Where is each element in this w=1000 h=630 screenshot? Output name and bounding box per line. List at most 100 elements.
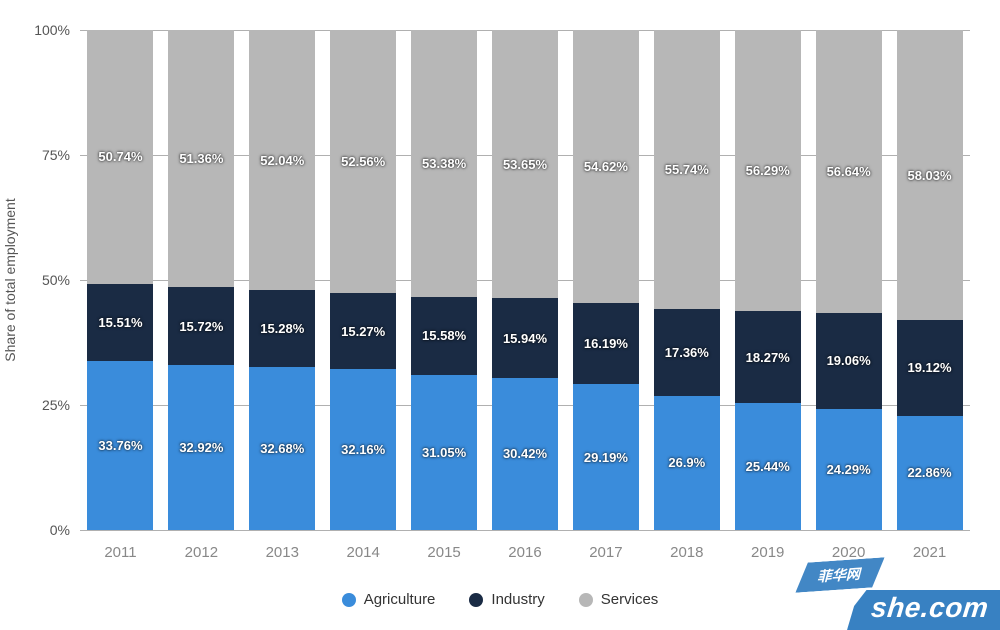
- bar-segment-agriculture[interactable]: 33.76%: [87, 361, 153, 530]
- bar-segment-label: 30.42%: [503, 446, 547, 461]
- bar-segment-industry[interactable]: 15.27%: [330, 293, 396, 369]
- bar-segment-label: 54.62%: [584, 159, 628, 174]
- x-tick-label: 2011: [104, 544, 136, 561]
- legend-label: Agriculture: [364, 591, 436, 608]
- legend: Agriculture Industry Services: [0, 591, 1000, 608]
- legend-label: Services: [601, 591, 659, 608]
- bar-column: 25.44%18.27%56.29%2019: [735, 30, 801, 530]
- x-tick-label: 2020: [832, 544, 865, 561]
- bar-segment-label: 15.94%: [503, 331, 547, 346]
- bar-segment-label: 50.74%: [98, 149, 142, 164]
- bar-segment-agriculture[interactable]: 32.16%: [330, 369, 396, 530]
- x-tick-label: 2012: [185, 544, 218, 561]
- bar-segment-agriculture[interactable]: 30.42%: [492, 378, 558, 530]
- bar-segment-services[interactable]: 52.56%: [330, 30, 396, 293]
- bar-segment-agriculture[interactable]: 24.29%: [816, 409, 882, 530]
- bar-segment-services[interactable]: 51.36%: [168, 30, 234, 287]
- bar-column: 22.86%19.12%58.03%2021: [897, 30, 963, 530]
- x-tick-label: 2014: [346, 544, 379, 561]
- bar-segment-industry[interactable]: 15.72%: [168, 287, 234, 366]
- bar-segment-industry[interactable]: 18.27%: [735, 311, 801, 402]
- bar-segment-label: 24.29%: [827, 462, 871, 477]
- bar-segment-label: 53.65%: [503, 157, 547, 172]
- bar-segment-label: 32.68%: [260, 441, 304, 456]
- bar-segment-industry[interactable]: 15.28%: [249, 290, 315, 366]
- bar-segment-services[interactable]: 55.74%: [654, 30, 720, 309]
- bar-segment-label: 18.27%: [746, 350, 790, 365]
- x-tick-label: 2015: [427, 544, 460, 561]
- bar-segment-label: 58.03%: [907, 168, 951, 183]
- bar-segment-label: 26.9%: [668, 455, 705, 470]
- bar-segment-label: 31.05%: [422, 445, 466, 460]
- y-tick-label: 0%: [0, 522, 70, 538]
- bar-segment-label: 17.36%: [665, 345, 709, 360]
- bars-row: 33.76%15.51%50.74%201132.92%15.72%51.36%…: [80, 30, 970, 530]
- legend-item[interactable]: Services: [579, 591, 659, 608]
- bar-segment-label: 19.12%: [907, 360, 951, 375]
- bar-segment-agriculture[interactable]: 22.86%: [897, 416, 963, 530]
- bar-segment-label: 56.29%: [746, 163, 790, 178]
- bar-segment-industry[interactable]: 17.36%: [654, 309, 720, 396]
- bar-segment-label: 51.36%: [179, 151, 223, 166]
- bar-segment-label: 52.56%: [341, 154, 385, 169]
- y-tick-label: 50%: [0, 272, 70, 288]
- bar-segment-services[interactable]: 53.38%: [411, 30, 477, 297]
- bar-segment-label: 15.58%: [422, 328, 466, 343]
- bar-segment-services[interactable]: 50.74%: [87, 30, 153, 284]
- bar-column: 32.92%15.72%51.36%2012: [168, 30, 234, 530]
- bar-segment-label: 33.76%: [98, 438, 142, 453]
- bar-segment-label: 29.19%: [584, 450, 628, 465]
- bar-column: 31.05%15.58%53.38%2015: [411, 30, 477, 530]
- x-tick-label: 2021: [913, 544, 946, 561]
- y-tick-label: 100%: [0, 22, 70, 38]
- bar-segment-label: 52.04%: [260, 153, 304, 168]
- y-tick-label: 75%: [0, 147, 70, 163]
- bar-segment-industry[interactable]: 19.12%: [897, 320, 963, 416]
- bar-segment-agriculture[interactable]: 32.68%: [249, 367, 315, 530]
- bar-segment-services[interactable]: 58.03%: [897, 30, 963, 320]
- bar-column: 33.76%15.51%50.74%2011: [87, 30, 153, 530]
- bar-segment-label: 15.72%: [179, 319, 223, 334]
- watermark-main: she.com: [847, 590, 1000, 630]
- bar-column: 30.42%15.94%53.65%2016: [492, 30, 558, 530]
- bar-column: 26.9%17.36%55.74%2018: [654, 30, 720, 530]
- bar-segment-agriculture[interactable]: 31.05%: [411, 375, 477, 530]
- x-tick-label: 2013: [266, 544, 299, 561]
- chart-container: Share of total employment 0%25%50%75%100…: [0, 0, 1000, 630]
- legend-item[interactable]: Industry: [469, 591, 544, 608]
- bar-segment-services[interactable]: 52.04%: [249, 30, 315, 290]
- bar-segment-label: 53.38%: [422, 156, 466, 171]
- bar-segment-industry[interactable]: 15.58%: [411, 297, 477, 375]
- bar-segment-label: 55.74%: [665, 162, 709, 177]
- bar-segment-services[interactable]: 54.62%: [573, 30, 639, 303]
- legend-label: Industry: [491, 591, 544, 608]
- bar-segment-agriculture[interactable]: 32.92%: [168, 365, 234, 530]
- bar-segment-services[interactable]: 53.65%: [492, 30, 558, 298]
- watermark-ribbon: 菲华网: [795, 557, 884, 593]
- bar-segment-services[interactable]: 56.64%: [816, 30, 882, 313]
- legend-item[interactable]: Agriculture: [342, 591, 436, 608]
- bar-segment-services[interactable]: 56.29%: [735, 30, 801, 311]
- x-tick-label: 2018: [670, 544, 703, 561]
- plot-area: 33.76%15.51%50.74%201132.92%15.72%51.36%…: [80, 30, 970, 530]
- gridline: [80, 530, 970, 531]
- legend-swatch: [342, 593, 356, 607]
- bar-segment-industry[interactable]: 15.94%: [492, 298, 558, 378]
- bar-segment-agriculture[interactable]: 26.9%: [654, 396, 720, 531]
- bar-segment-label: 25.44%: [746, 459, 790, 474]
- x-tick-label: 2017: [589, 544, 622, 561]
- legend-swatch: [469, 593, 483, 607]
- bar-segment-label: 19.06%: [827, 353, 871, 368]
- bar-segment-label: 22.86%: [907, 465, 951, 480]
- bar-segment-label: 15.51%: [98, 315, 142, 330]
- bar-segment-label: 15.28%: [260, 321, 304, 336]
- y-tick-label: 25%: [0, 397, 70, 413]
- bar-column: 29.19%16.19%54.62%2017: [573, 30, 639, 530]
- bar-segment-industry[interactable]: 19.06%: [816, 313, 882, 408]
- bar-segment-agriculture[interactable]: 29.19%: [573, 384, 639, 530]
- bar-segment-label: 32.16%: [341, 442, 385, 457]
- bar-segment-industry[interactable]: 16.19%: [573, 303, 639, 384]
- bar-segment-industry[interactable]: 15.51%: [87, 284, 153, 362]
- bar-segment-agriculture[interactable]: 25.44%: [735, 403, 801, 530]
- bar-segment-label: 32.92%: [179, 440, 223, 455]
